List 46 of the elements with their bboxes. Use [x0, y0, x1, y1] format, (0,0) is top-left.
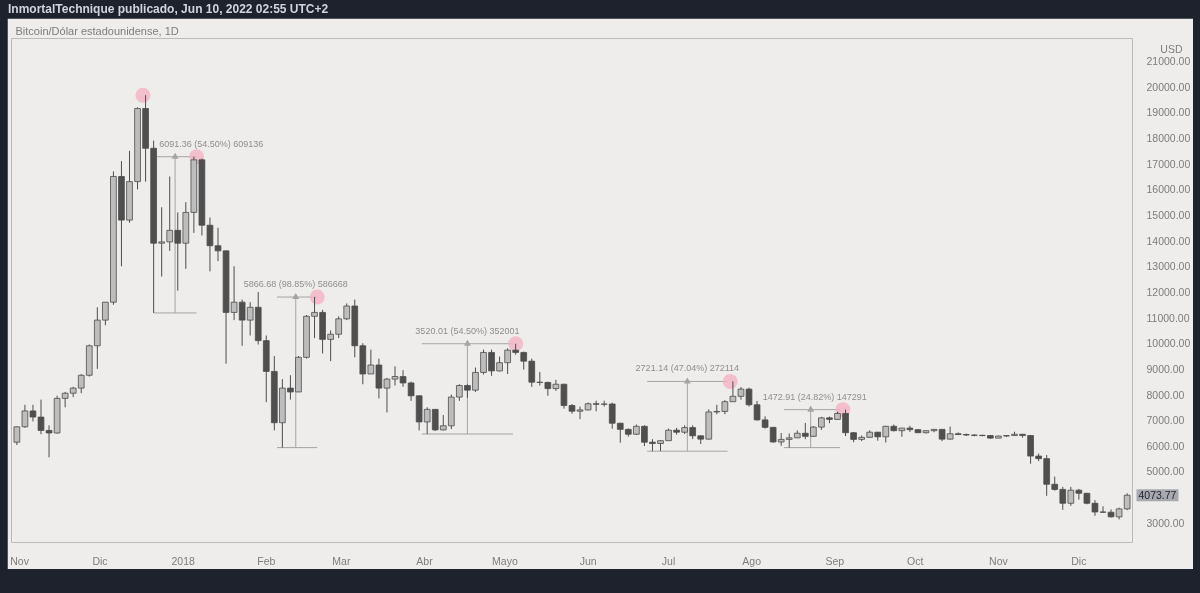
point [722, 373, 738, 389]
y-tick-label: 11000.00 [1146, 311, 1190, 324]
y-tick-label: 14000.00 [1146, 234, 1191, 247]
y-tick-label: 6000.00 [1146, 439, 1185, 452]
candlestick [608, 402, 616, 430]
y-tick-label: 20000.00 [1146, 80, 1191, 93]
x-tick-label: Sep [825, 554, 845, 567]
y-axis-title: USD [1160, 42, 1183, 55]
y-tick-label: 18000.00 [1146, 132, 1191, 145]
y-tick-label: 9000.00 [1146, 362, 1185, 375]
x-tick-label: Mayo [492, 554, 518, 567]
y-tick-label: 13000.00 [1146, 260, 1191, 273]
point [309, 289, 325, 305]
x-tick-label: Nov [10, 554, 30, 567]
text: InmortalTechnique publicado, Jun 10, 2022 02:55 UTC+2 [8, 1, 329, 18]
y-tick-label: 15000.00 [1146, 208, 1191, 221]
x-tick-label: Jun [579, 554, 597, 567]
y-tick-label: 17000.00 [1146, 157, 1191, 170]
annotation: 1472.91 (24.82%) 147291 [762, 391, 867, 402]
point [135, 87, 151, 103]
point [171, 152, 179, 159]
x-tick-label: Abr [416, 554, 434, 567]
y-tick-label: 16000.00 [1146, 183, 1191, 196]
y-tick-label: 10000.00 [1146, 337, 1191, 350]
y-tick-label: 21000.00 [1146, 55, 1191, 68]
x-tick-label: Ago [742, 554, 762, 567]
y-tick-label: 12000.00 [1146, 285, 1191, 298]
x-tick-label: Nov [989, 554, 1009, 567]
y-tick-label: 3000.00 [1146, 516, 1185, 529]
y-tick-label: 5000.00 [1146, 465, 1185, 478]
annotation: 5866.68 (98.85%) 586668 [243, 279, 348, 290]
x-tick-label: Feb [257, 554, 276, 567]
y-tick-label: 7000.00 [1146, 414, 1185, 427]
x-tick-label: Oct [907, 554, 924, 567]
chart-title: Bitcoin/Dólar estadounidense, 1D [15, 25, 179, 37]
x-tick-label: 2018 [171, 554, 195, 567]
annotation: 3520.01 (54.50%) 352001 [415, 325, 520, 336]
x-tick-label: Dic [1071, 554, 1087, 567]
x-tick-label: Jul [661, 554, 676, 567]
annotation: 4073.77 [1138, 489, 1177, 502]
y-tick-label: 19000.00 [1146, 106, 1191, 119]
x-tick-label: Dic [92, 554, 108, 567]
annotation: 2721.14 (47.04%) 272114 [635, 363, 740, 374]
annotation: 6091.36 (54.50%) 609136 [159, 138, 264, 149]
y-tick-label: 8000.00 [1146, 388, 1185, 401]
x-tick-label: Mar [332, 554, 351, 567]
